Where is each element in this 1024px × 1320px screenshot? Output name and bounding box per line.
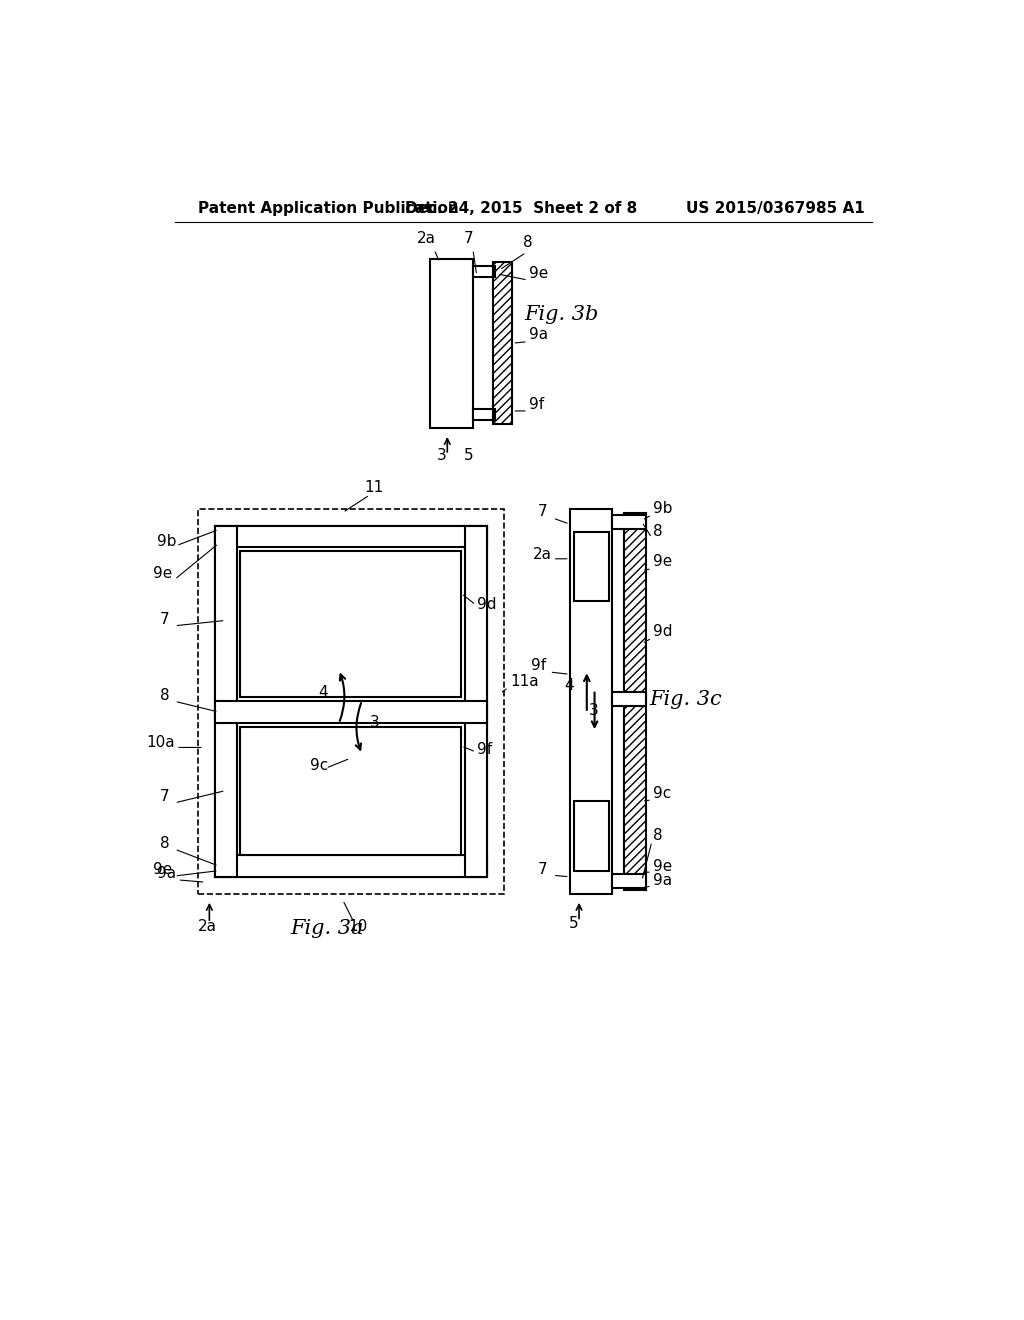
Text: Dec. 24, 2015  Sheet 2 of 8: Dec. 24, 2015 Sheet 2 of 8 (406, 201, 638, 216)
Text: 7: 7 (160, 789, 169, 804)
Bar (465, 525, 486, 876)
Text: 9d: 9d (653, 624, 673, 639)
Text: 8: 8 (160, 688, 169, 702)
Text: 10a: 10a (146, 735, 175, 751)
Text: 7: 7 (538, 504, 548, 520)
Text: 9a: 9a (529, 327, 549, 342)
Text: 3: 3 (437, 449, 446, 463)
Text: Fig. 3a: Fig. 3a (291, 919, 364, 937)
Bar (473, 409, 495, 420)
Text: 9c: 9c (653, 785, 672, 800)
Text: 9f: 9f (531, 659, 547, 673)
Text: 9e: 9e (653, 858, 673, 874)
Bar (215, 855, 486, 876)
Text: 9a: 9a (653, 873, 673, 887)
Text: 9f: 9f (477, 742, 492, 756)
Text: 3: 3 (589, 704, 598, 718)
Text: 7: 7 (464, 231, 474, 246)
Bar (612, 515, 646, 529)
Text: 8: 8 (653, 828, 664, 843)
Text: Fig. 3b: Fig. 3b (524, 305, 598, 325)
Text: 11a: 11a (510, 673, 539, 689)
Text: 5: 5 (568, 916, 579, 932)
Text: 4: 4 (318, 685, 328, 700)
Bar (569, 508, 612, 894)
Text: 2a: 2a (417, 231, 436, 246)
Bar (241, 726, 461, 855)
Bar (612, 874, 646, 887)
Text: 9a: 9a (158, 866, 176, 882)
Text: 10: 10 (348, 919, 368, 933)
Text: Fig. 3c: Fig. 3c (649, 690, 722, 709)
Text: Patent Application Publication: Patent Application Publication (198, 201, 459, 216)
Text: 5: 5 (464, 449, 474, 463)
Bar (493, 263, 512, 424)
Bar (573, 801, 608, 871)
Bar (222, 533, 479, 869)
Text: 7: 7 (160, 612, 169, 627)
Bar (612, 692, 646, 706)
Text: 7: 7 (538, 862, 548, 878)
Text: 8: 8 (653, 524, 664, 539)
Bar (215, 525, 237, 876)
Text: 8: 8 (160, 836, 169, 850)
Text: 4: 4 (564, 677, 573, 693)
Bar (215, 525, 486, 876)
Text: 2a: 2a (534, 546, 552, 562)
Bar (573, 532, 608, 601)
Bar (198, 508, 504, 894)
Text: 11: 11 (365, 479, 383, 495)
Bar (430, 259, 473, 428)
Text: 8: 8 (523, 235, 532, 249)
Bar (215, 525, 486, 548)
Text: 9c: 9c (310, 758, 329, 772)
Text: US 2015/0367985 A1: US 2015/0367985 A1 (686, 201, 864, 216)
Text: 9b: 9b (157, 533, 176, 549)
Text: 3: 3 (370, 715, 380, 730)
Text: 9e: 9e (529, 265, 549, 281)
Bar (241, 552, 461, 697)
Text: 9e: 9e (154, 862, 172, 878)
Text: 9d: 9d (477, 597, 497, 612)
Bar (624, 512, 646, 890)
Text: 9f: 9f (529, 396, 545, 412)
Text: 9e: 9e (653, 554, 673, 569)
Text: 9b: 9b (653, 500, 673, 516)
Text: 2a: 2a (198, 919, 216, 933)
Bar (215, 701, 486, 723)
Text: 9e: 9e (154, 566, 172, 581)
Bar (473, 267, 495, 277)
